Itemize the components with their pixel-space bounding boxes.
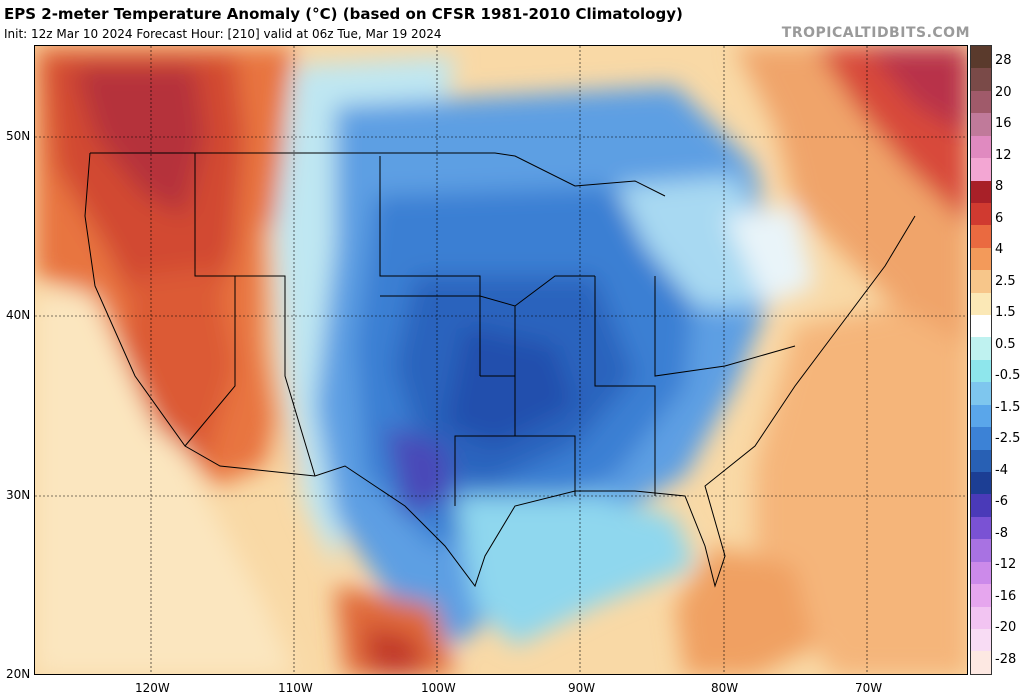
legend-swatch [971,315,991,338]
legend-label: -6 [995,494,1008,509]
legend-swatch [971,584,991,607]
legend-swatch [971,359,991,383]
graticule [35,46,967,674]
legend-label: -4 [995,462,1008,478]
forecast-subtitle: Init: 12z Mar 10 2024 Forecast Hour: [21… [4,27,442,41]
legend-swatch [971,202,991,226]
chart-title: EPS 2-meter Temperature Anomaly (°C) (ba… [4,5,683,23]
map-canvas [35,46,967,674]
legend-swatch [971,561,991,585]
legend-swatch [971,180,991,203]
legend-label: -2.5 [995,431,1021,446]
lat-label-40n: 40N [6,308,31,322]
legend-label: -12 [995,557,1017,572]
legend-label: 0.5 [995,336,1016,352]
lon-label-110w: 110W [278,681,313,695]
legend-swatch [971,651,991,674]
legend-label: 20 [995,84,1012,100]
legend-label: 1.5 [995,305,1016,320]
legend-swatch [971,247,991,271]
legend-swatch [971,494,991,517]
legend-swatch [971,606,991,629]
legend-label: -8 [995,525,1008,541]
legend-label: 2.5 [995,273,1016,289]
legend-label: -20 [995,620,1017,635]
legend-label: -16 [995,588,1017,604]
legend-label: 16 [995,116,1012,131]
legend-swatch [971,90,991,114]
legend-label: 8 [995,179,1004,194]
brand-watermark: TROPICALTIDBITS.COM [781,25,970,41]
legend-label: 6 [995,210,1004,226]
lat-label-50n: 50N [6,129,31,143]
legend-swatch [971,337,991,360]
legend-swatch [971,404,991,428]
lon-label-80w: 80W [711,681,739,695]
lon-label-90w: 90W [568,681,596,695]
legend-swatch [971,449,991,473]
lat-label-20n: 20N [6,667,31,681]
legend-swatch [971,158,991,181]
legend-label: 4 [995,242,1004,257]
legend-swatch [971,113,991,136]
legend-swatch [971,472,991,495]
lat-label-30n: 30N [6,488,31,502]
lon-label-70w: 70W [855,681,883,695]
legend-swatch [971,68,991,91]
legend-label: -28 [995,651,1017,667]
legend-swatch [971,225,991,248]
legend-swatch [971,628,991,652]
legend-swatch [971,382,991,405]
legend-swatch [971,539,991,562]
legend-label: 28 [995,53,1012,68]
legend-label: -0.5 [995,368,1021,383]
color-legend [970,45,992,675]
legend-swatch [971,135,991,159]
legend-swatch [971,270,991,293]
legend-swatch [971,427,991,450]
lon-label-120w: 120W [135,681,170,695]
legend-swatch [971,292,991,316]
anomaly-field [35,46,967,674]
legend-label: 12 [995,147,1012,163]
legend-swatch [971,516,991,540]
political-borders [84,152,916,588]
anomaly-map [34,45,968,675]
legend-label: -1.5 [995,399,1021,415]
lon-label-100w: 100W [421,681,456,695]
legend-swatch [971,46,991,69]
